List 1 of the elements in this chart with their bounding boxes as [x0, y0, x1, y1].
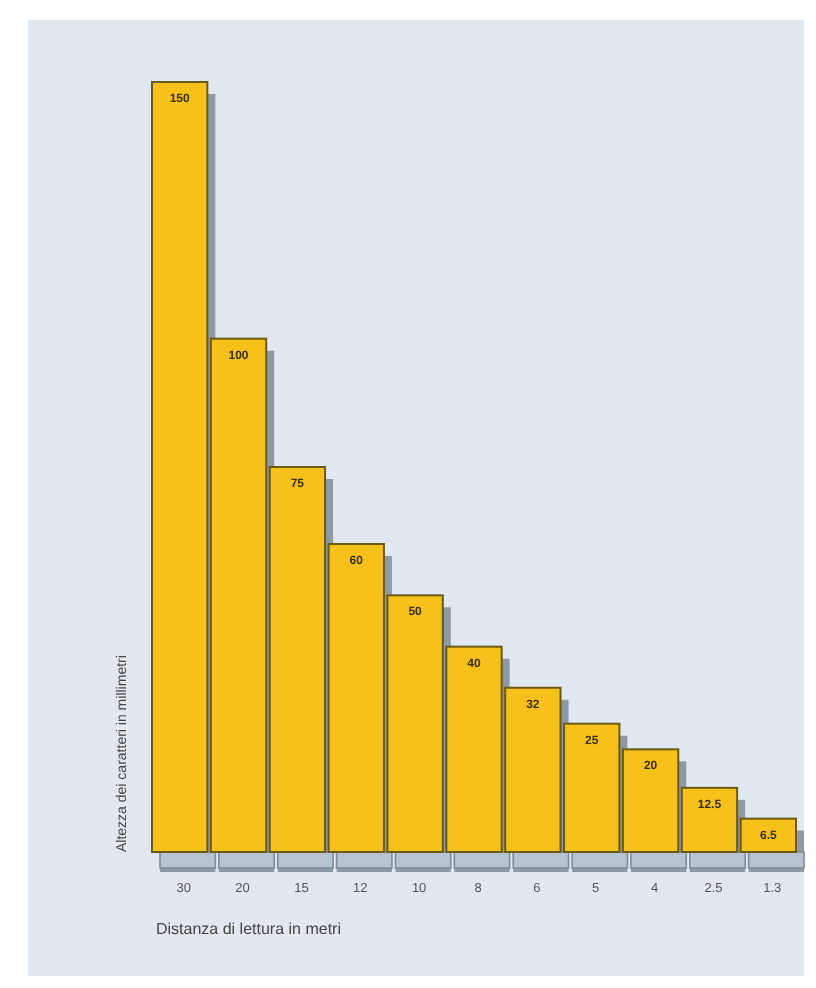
x-axis-title: Distanza di lettura in metri [156, 920, 342, 938]
